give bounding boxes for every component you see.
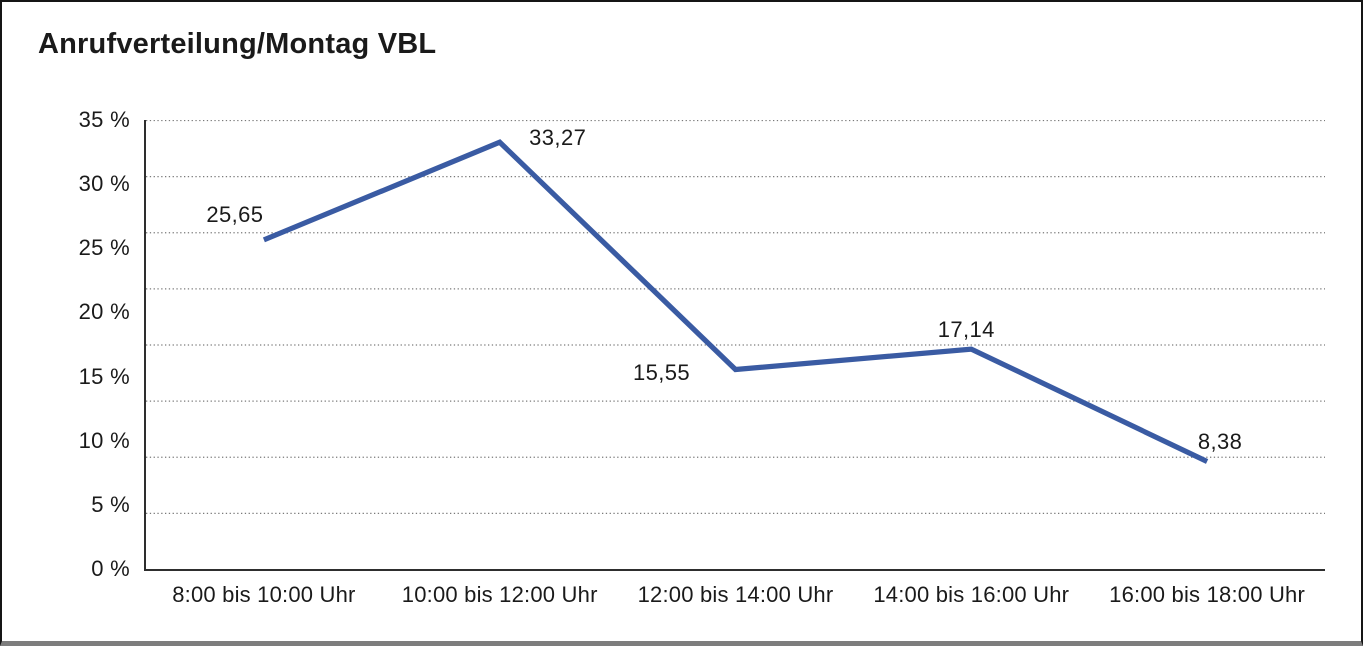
data-value-label: 33,27 — [529, 125, 587, 151]
chart-title: Anrufverteilung/Montag VBL — [38, 28, 437, 60]
x-tick-label: 12:00 bis 14:00 Uhr — [637, 582, 834, 607]
y-tick-label: 25 % — [78, 235, 130, 261]
x-tick-label: 10:00 bis 12:00 Uhr — [401, 582, 598, 607]
y-tick-label: 35 % — [78, 107, 130, 132]
data-value-label: 15,55 — [632, 359, 691, 385]
x-axis-labels: 8:00 bis 10:00 Uhr 10:00 bis 12:00 Uhr 12:… — [146, 582, 1325, 608]
x-tick-label: 16:00 bis 18:00 Uhr — [1109, 582, 1305, 607]
y-tick-label: 10 % — [78, 427, 130, 453]
y-axis-labels: 35 % 30 % 25 % 20 % 15 % 10 % 5 % 0 % — [2, 107, 130, 581]
x-tick-label: 14:00 bis 16:00 Uhr — [873, 582, 1070, 607]
x-tick-label: 8:00 bis 10:00 Uhr — [172, 582, 356, 607]
y-tick-label: 0 % — [91, 556, 130, 581]
data-value-label: 17,14 — [937, 317, 995, 343]
y-tick-label: 30 % — [78, 171, 130, 197]
data-line-series — [262, 139, 1209, 464]
plot-area: 25,65 33,27 15,55 17,14 8,38 — [144, 120, 1325, 571]
y-tick-label: 20 % — [78, 299, 130, 325]
line-chart-canvas — [146, 120, 1325, 514]
y-tick-label: 5 % — [91, 491, 130, 517]
data-value-label: 8,38 — [1197, 429, 1243, 455]
data-value-label: 25,65 — [206, 201, 264, 227]
y-tick-label: 15 % — [78, 363, 130, 389]
